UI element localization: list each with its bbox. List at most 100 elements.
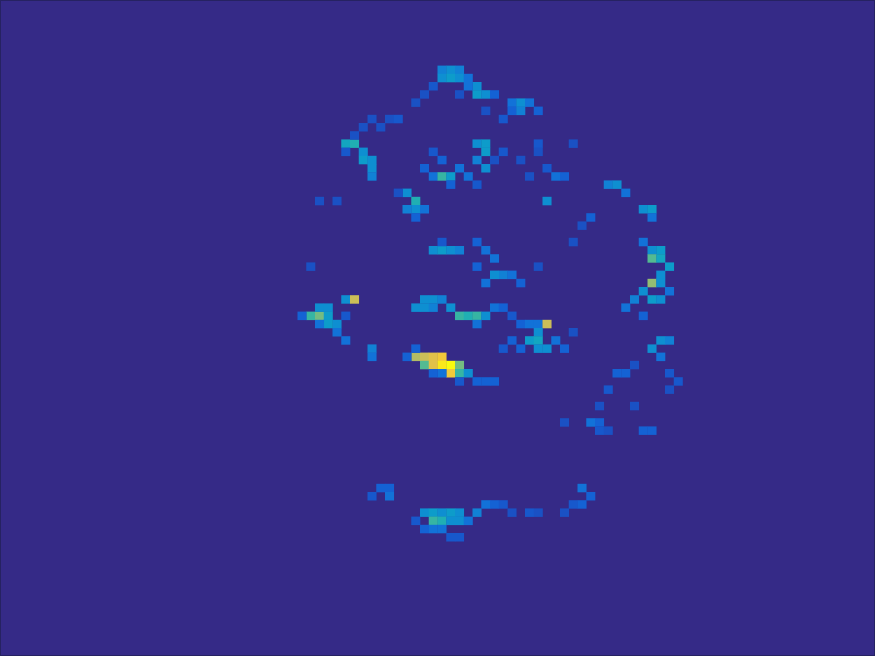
cell [490,377,499,386]
cells [298,66,683,542]
cell [473,180,482,189]
cell [455,312,464,321]
cell [648,344,657,353]
cell [639,238,648,247]
cell [438,295,447,304]
cell [569,238,578,247]
cell [446,517,455,526]
cell [394,189,403,198]
cell [411,213,420,222]
cell [438,246,447,255]
cell [411,344,420,353]
cell [525,336,534,345]
cell [473,320,482,329]
cell [411,353,420,362]
cell [315,303,324,312]
cell [508,107,517,116]
cell [359,156,368,165]
cell [560,344,569,353]
cell [481,139,490,148]
cell [341,312,350,321]
cell [490,90,499,99]
cell [613,180,622,189]
cell [420,525,429,534]
cell [543,197,552,206]
cell [499,344,508,353]
cell [473,508,482,517]
cell [376,484,385,493]
cell [648,295,657,304]
cell [446,66,455,75]
cell [350,295,359,304]
cell [648,426,657,435]
cell [534,508,543,517]
cell [368,156,377,165]
cell [543,320,552,329]
cell [595,418,604,427]
cell [359,148,368,157]
cell [630,295,639,304]
cell [324,312,333,321]
cell [411,205,420,214]
cell [438,361,447,370]
cell [368,492,377,501]
cell [446,74,455,83]
cell [333,320,342,329]
cell [595,426,604,435]
cell [656,254,665,263]
cell [481,107,490,116]
cell [473,90,482,99]
cell [560,172,569,181]
cell [411,303,420,312]
cell [446,172,455,181]
cell [630,402,639,411]
cell [543,344,552,353]
cell [359,123,368,132]
cell [639,426,648,435]
cell [490,303,499,312]
cell [446,303,455,312]
cell [315,320,324,329]
cell [481,377,490,386]
cell [455,369,464,378]
cell [315,197,324,206]
cell [455,164,464,173]
cell [639,287,648,296]
cell [534,148,543,157]
cell [429,295,438,304]
cell [350,139,359,148]
cell [656,279,665,288]
cell [665,385,674,394]
cell [534,344,543,353]
cell [455,90,464,99]
cell [473,262,482,271]
cell [438,508,447,517]
cell [604,385,613,394]
cell [411,98,420,107]
cell [674,377,683,386]
cell [438,238,447,247]
cell [420,353,429,362]
cell [429,172,438,181]
cell [499,148,508,157]
cell [569,328,578,337]
cell [621,369,630,378]
cell [429,148,438,157]
cell [648,246,657,255]
cell [429,353,438,362]
cell [411,197,420,206]
cell [455,517,464,526]
cell [455,246,464,255]
cell [333,328,342,337]
cell [324,320,333,329]
cell [385,115,394,124]
cell [508,271,517,280]
cell [438,369,447,378]
cell [385,484,394,493]
cell [490,254,499,263]
cell [438,517,447,526]
cell [411,517,420,526]
cell [665,336,674,345]
cell [516,320,525,329]
cell [569,500,578,509]
